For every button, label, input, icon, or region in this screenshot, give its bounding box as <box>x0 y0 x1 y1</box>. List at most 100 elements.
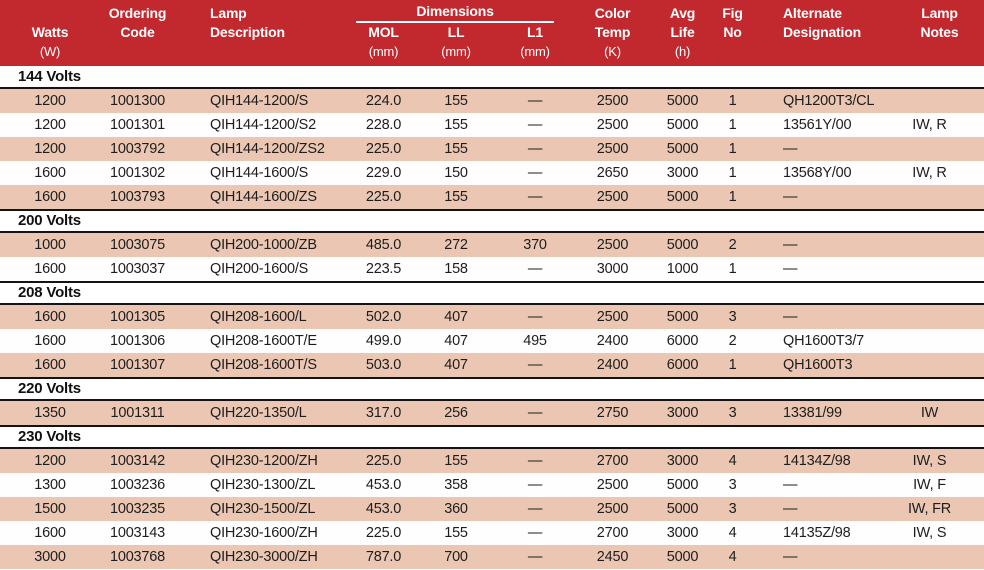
cell-ll: 358 <box>444 477 468 493</box>
cell-fig-no: 3 <box>728 309 737 325</box>
table-header: Watts (W) Ordering Code Lamp Description… <box>0 0 984 66</box>
cell-mol: 499.0 <box>365 333 402 349</box>
column-label: Avg <box>669 5 696 21</box>
cell-l1: — <box>527 357 543 373</box>
column-unit: (h) <box>674 44 691 59</box>
cell-avg-life: 3000 <box>666 525 699 541</box>
cell-alternate-designation: — <box>783 261 798 277</box>
column-header-avg-life: Avg Life (h) <box>655 4 710 66</box>
cell-ordering-code: 1003768 <box>109 549 166 565</box>
cell-avg-life: 1000 <box>666 261 699 277</box>
table-row: 1600 1001306 QIH208-1600T/E 499.0 407 495 2400… <box>0 329 984 353</box>
cell-lamp-description: QIH230-1500/ZL <box>210 501 316 517</box>
cell-mol: 502.0 <box>365 309 402 325</box>
cell-ordering-code: 1003793 <box>109 189 166 205</box>
cell-color-temp: 2500 <box>596 309 629 325</box>
column-header-watts: Watts (W) <box>0 4 100 66</box>
cell-color-temp: 2500 <box>596 141 629 157</box>
cell-fig-no: 3 <box>728 477 737 493</box>
cell-color-temp: 2700 <box>596 453 629 469</box>
cell-mol: 503.0 <box>365 357 402 373</box>
cell-lamp-description: QIH144-1200/S2 <box>210 117 317 133</box>
cell-mol: 228.0 <box>365 117 402 133</box>
cell-lamp-description: QIH208-1600/L <box>210 309 307 325</box>
cell-avg-life: 5000 <box>666 477 699 493</box>
cell-avg-life: 5000 <box>666 93 699 109</box>
cell-ll: 155 <box>444 189 468 205</box>
cell-fig-no: 1 <box>728 165 737 181</box>
cell-lamp-notes <box>895 545 984 569</box>
section-header-230-volts: 230 Volts <box>0 425 984 449</box>
section-header-200-volts: 200 Volts <box>0 209 984 233</box>
cell-mol: 787.0 <box>365 549 402 565</box>
column-label: LL <box>447 24 465 40</box>
cell-ordering-code: 1001300 <box>109 93 166 109</box>
cell-color-temp: 2400 <box>596 333 629 349</box>
column-header-lamp-description: Lamp Description <box>175 4 355 66</box>
cell-color-temp: 2650 <box>596 165 629 181</box>
column-unit: (K) <box>604 44 621 59</box>
table-row: 1300 1003236 QIH230-1300/ZL 453.0 358 — 2500 50… <box>0 473 984 497</box>
column-group-dimensions: Dimensions <box>356 4 554 23</box>
cell-lamp-notes: IW <box>920 405 939 421</box>
cell-ll: 407 <box>444 357 468 373</box>
cell-color-temp: 2500 <box>596 501 629 517</box>
column-label: Temp <box>594 24 631 40</box>
column-label: Alternate <box>783 5 842 21</box>
cell-color-temp: 2700 <box>596 525 629 541</box>
cell-ll: 700 <box>444 549 468 565</box>
cell-l1: — <box>527 405 543 421</box>
cell-lamp-description: QIH144-1200/ZS2 <box>210 141 325 157</box>
cell-avg-life: 6000 <box>666 357 699 373</box>
cell-alternate-designation: QH1600T3 <box>783 357 853 373</box>
cell-alternate-designation: — <box>783 309 798 325</box>
table-row: 1350 1001311 QIH220-1350/L 317.0 256 — 2750 300… <box>0 401 984 425</box>
column-unit: (mm) <box>520 44 550 59</box>
cell-watts: 1600 <box>34 261 66 277</box>
column-unit: (mm) <box>441 44 471 59</box>
cell-lamp-notes <box>895 89 984 113</box>
cell-mol: 485.0 <box>365 237 402 253</box>
cell-ordering-code: 1003075 <box>109 237 166 253</box>
cell-mol: 223.5 <box>365 261 402 277</box>
table-row: 1600 1003037 QIH200-1600/S 223.5 158 — 3000 100… <box>0 257 984 281</box>
cell-alternate-designation: — <box>783 477 798 493</box>
spec-table-body: 144 Volts 1200 1001300 QIH144-1200/S 224.0 15… <box>0 66 984 569</box>
cell-color-temp: 3000 <box>596 261 629 277</box>
column-label: Ordering <box>108 5 167 21</box>
cell-l1: — <box>527 453 543 469</box>
cell-watts: 1600 <box>34 333 66 349</box>
cell-watts: 1600 <box>34 189 66 205</box>
cell-lamp-notes <box>895 305 984 329</box>
cell-lamp-description: QIH230-1600/ZH <box>210 525 318 541</box>
cell-lamp-notes: IW, FR <box>907 501 952 517</box>
cell-alternate-designation: QH1600T3/7 <box>783 333 865 349</box>
cell-alternate-designation: — <box>783 189 798 205</box>
cell-lamp-notes <box>895 137 984 161</box>
table-row: 1600 1003793 QIH144-1600/ZS 225.0 155 — 2500 50… <box>0 185 984 209</box>
section-header-144-volts: 144 Volts <box>0 66 984 89</box>
cell-watts: 1600 <box>34 357 66 373</box>
cell-lamp-notes: IW, F <box>913 477 946 493</box>
cell-color-temp: 2750 <box>596 405 629 421</box>
cell-lamp-description: QIH230-1200/ZH <box>210 453 318 469</box>
cell-ordering-code: 1003037 <box>109 261 166 277</box>
table-row: 1600 1003143 QIH230-1600/ZH 225.0 155 — 2700 30… <box>0 521 984 545</box>
cell-lamp-notes <box>895 233 984 257</box>
column-header-l1: L1 (mm) <box>500 4 570 66</box>
cell-fig-no: 4 <box>728 549 737 565</box>
cell-l1: — <box>527 141 543 157</box>
column-label: Watts <box>31 24 69 40</box>
column-label: No <box>723 24 742 40</box>
cell-watts: 1350 <box>34 405 66 421</box>
column-header-ordering-code: Ordering Code <box>100 4 175 66</box>
cell-fig-no: 1 <box>728 357 737 373</box>
table-row: 1600 1001307 QIH208-1600T/S 503.0 407 — 2400 60… <box>0 353 984 377</box>
cell-lamp-notes: IW, R <box>912 117 947 133</box>
cell-watts: 3000 <box>34 549 66 565</box>
cell-mol: 225.0 <box>365 453 402 469</box>
cell-avg-life: 5000 <box>666 189 699 205</box>
cell-watts: 1600 <box>34 525 66 541</box>
cell-alternate-designation: 13568Y/00 <box>783 165 852 181</box>
column-unit: (mm) <box>368 44 399 59</box>
